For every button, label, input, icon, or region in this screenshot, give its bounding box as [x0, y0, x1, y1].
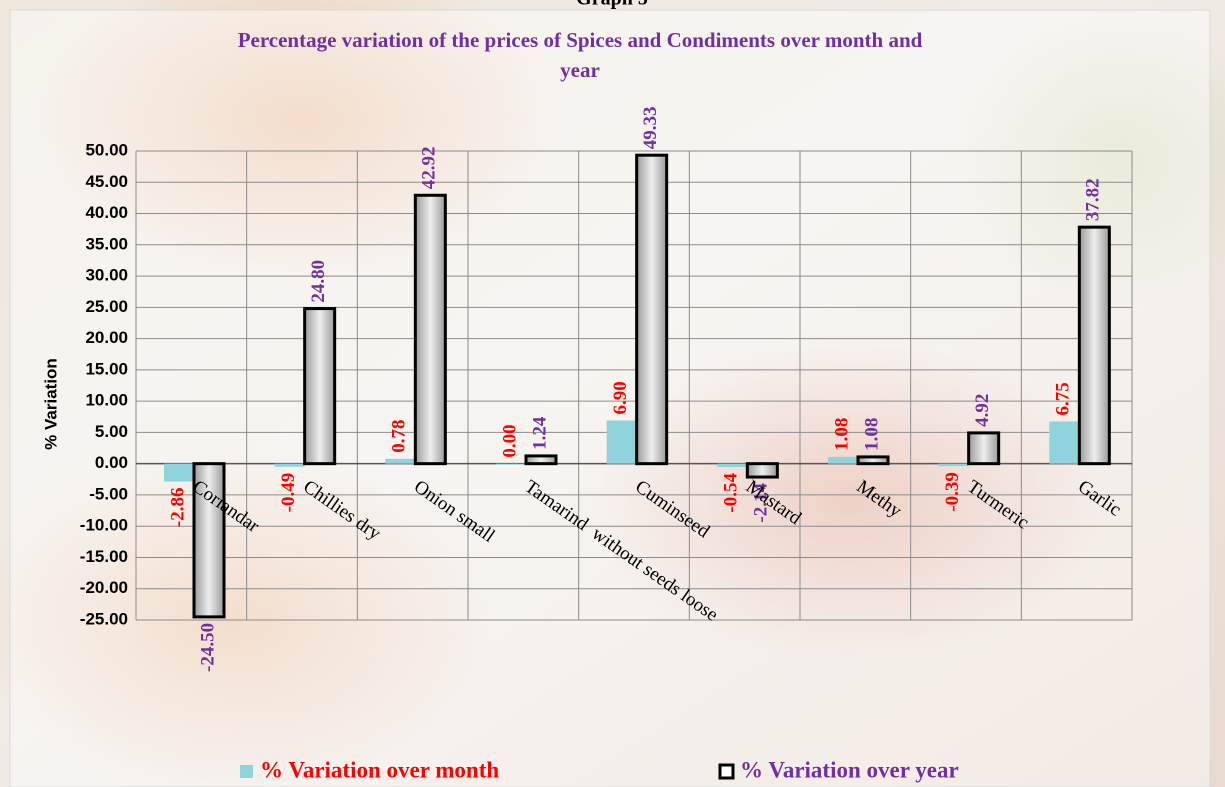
y-tick-label: 35.00 [85, 234, 128, 253]
y-tick-label: 45.00 [85, 172, 128, 191]
value-label: -24.50 [197, 623, 218, 672]
bar [192, 462, 226, 619]
bar [967, 431, 1001, 466]
y-tick-label: 20.00 [85, 328, 128, 347]
legend-label: % Variation over year [740, 757, 959, 782]
y-tick-label: -25.00 [80, 609, 128, 628]
y-tick-label: -5.00 [89, 484, 128, 503]
y-tick-label: 50.00 [85, 140, 128, 159]
value-label: 0.78 [389, 420, 410, 453]
value-label: 24.80 [308, 260, 329, 303]
legend-label: % Variation over month [260, 757, 499, 782]
background-texture [960, 10, 1225, 310]
background-texture [0, 450, 490, 787]
value-label: 1.08 [861, 418, 882, 451]
y-tick-label: 5.00 [95, 422, 128, 441]
chart-title: Graph 5 [576, 0, 648, 10]
bar [385, 458, 416, 464]
value-label: 1.24 [529, 416, 550, 450]
bar [635, 153, 669, 466]
value-label: -2.86 [167, 488, 188, 528]
y-tick-label: 25.00 [85, 297, 128, 316]
value-label: 6.75 [1053, 382, 1074, 415]
chart-subtitle: Percentage variation of the prices of Sp… [238, 28, 923, 82]
value-label: -0.39 [942, 472, 963, 512]
bar [1049, 421, 1080, 464]
value-label: 37.82 [1083, 178, 1104, 221]
bar [828, 456, 858, 464]
bar [524, 454, 558, 466]
value-label: 6.90 [610, 381, 631, 414]
legend-swatch [240, 765, 253, 778]
value-label: 0.00 [499, 424, 520, 457]
bar [164, 463, 194, 482]
y-tick-label: -15.00 [80, 547, 128, 566]
bar [856, 455, 890, 466]
legend-swatch [718, 763, 735, 780]
bar [496, 463, 526, 465]
y-tick-label: 15.00 [85, 359, 128, 378]
y-axis-label: % Variation [41, 358, 60, 450]
y-tick-label: 10.00 [85, 391, 128, 410]
value-label: 49.33 [640, 106, 661, 149]
y-tick-label: 0.00 [95, 453, 128, 472]
bar [606, 420, 637, 464]
chart-area [9, 9, 1211, 787]
y-tick-label: -20.00 [80, 578, 128, 597]
y-tick-label: 30.00 [85, 266, 128, 285]
y-tick-label: -10.00 [80, 516, 128, 535]
bar [274, 463, 305, 467]
bar [303, 307, 337, 466]
value-label: -2.14 [751, 483, 772, 523]
bar [413, 193, 447, 466]
background-texture [590, 340, 1110, 660]
bar [938, 463, 969, 467]
bar [717, 463, 748, 468]
bar [1077, 225, 1111, 466]
value-label: 1.08 [831, 418, 852, 451]
value-label: 4.92 [972, 394, 993, 427]
value-label: -0.49 [278, 473, 299, 513]
y-tick-label: 40.00 [85, 203, 128, 222]
value-label: -0.54 [721, 473, 742, 513]
bar [745, 462, 779, 479]
value-label: 42.92 [419, 147, 440, 190]
